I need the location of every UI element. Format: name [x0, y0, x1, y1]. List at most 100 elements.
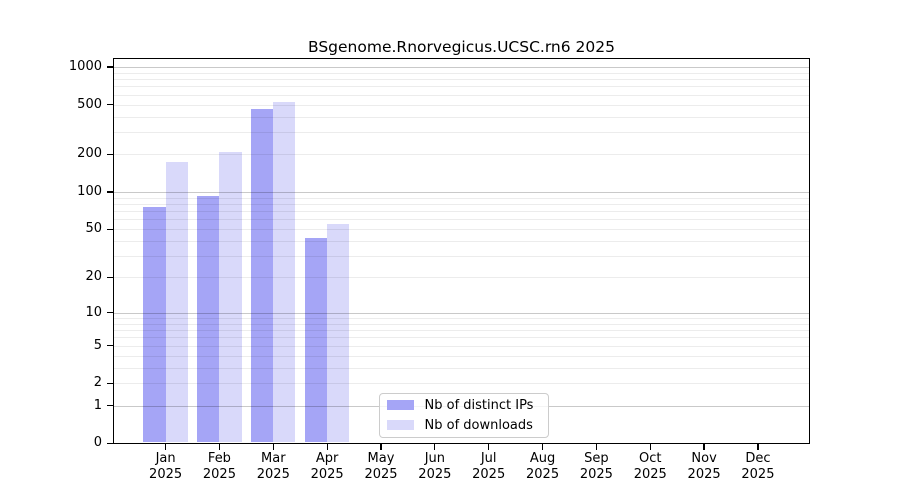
x-tick-label-year: 2025	[256, 466, 290, 482]
y-tick-100	[107, 191, 113, 193]
legend-entry-nb-of-downloads: Nb of downloads	[386, 417, 548, 434]
x-tick-nov	[703, 444, 705, 450]
gridline-minor-7	[114, 330, 809, 332]
y-tick-label-1000: 1000	[68, 59, 102, 75]
x-tick-label-jun: Jun 2025	[403, 451, 467, 482]
y-tick-200	[107, 153, 113, 156]
x-tick-apr	[326, 444, 328, 450]
x-tick-label-aug: Aug 2025	[511, 451, 575, 482]
bar-feb-nb-of-downloads	[219, 152, 242, 443]
legend: Nb of distinct IPs Nb of downloads	[378, 392, 549, 438]
gridline-minor-70	[114, 211, 809, 213]
x-tick-sep	[595, 444, 598, 450]
x-tick-aug	[541, 444, 544, 450]
gridline-minor-80	[114, 203, 809, 205]
gridline-minor-500	[114, 104, 809, 106]
x-tick-jun	[434, 444, 436, 450]
bars-layer	[114, 59, 809, 443]
gridline-minor-20	[114, 277, 809, 279]
x-tick-label-year: 2025	[418, 466, 452, 482]
y-tick-label-200: 200	[77, 146, 102, 162]
gridline-minor-300	[114, 132, 809, 134]
y-tick-label-5: 5	[93, 337, 102, 353]
x-tick-label-year: 2025	[741, 466, 775, 482]
legend-entry-nb-of-distinct-ips: Nb of distinct IPs	[386, 397, 548, 414]
bar-mar-nb-of-distinct-ips	[251, 109, 274, 443]
gridline-minor-50	[114, 229, 809, 231]
x-tick-may	[380, 444, 382, 450]
x-tick-mar	[272, 444, 274, 450]
y-tick-label-10: 10	[85, 304, 102, 320]
bar-jan-nb-of-downloads	[165, 162, 188, 443]
legend-swatch	[386, 400, 414, 410]
y-tick-label-100: 100	[77, 183, 102, 199]
y-tick-500	[107, 104, 113, 106]
y-tick-label-500: 500	[77, 96, 102, 112]
x-tick-label-feb: Feb 2025	[187, 451, 251, 482]
bar-feb-nb-of-distinct-ips	[197, 195, 220, 443]
gridline-minor-900	[114, 72, 809, 74]
x-tick-label-year: 2025	[364, 466, 398, 482]
y-tick-5	[107, 345, 113, 347]
y-tick-label-1: 1	[93, 397, 102, 413]
y-tick-50	[107, 228, 113, 230]
x-tick-label-year: 2025	[310, 466, 344, 482]
y-tick-label-50: 50	[85, 221, 102, 237]
x-tick-label-year: 2025	[687, 466, 721, 482]
gridline-minor-9	[114, 317, 809, 319]
gridline-minor-4	[114, 355, 809, 357]
y-tick-1000	[107, 66, 113, 68]
gridline-minor-60	[114, 219, 809, 221]
x-tick-label-jan: Jan 2025	[134, 451, 198, 482]
x-tick-label-year: 2025	[149, 466, 183, 482]
bar-apr-nb-of-distinct-ips	[304, 238, 328, 443]
x-tick-dec	[757, 444, 759, 450]
x-tick-label-year: 2025	[526, 466, 560, 482]
y-tick-2	[107, 382, 113, 385]
x-tick-label-jul: Jul 2025	[457, 451, 521, 482]
x-tick-label-oct: Oct 2025	[618, 451, 682, 482]
gridline-major-10	[114, 312, 809, 314]
chart-title: BSgenome.Rnorvegicus.UCSC.rn6 2025	[307, 38, 615, 56]
gridline-minor-40	[114, 241, 809, 243]
x-tick-label-mar: Mar 2025	[241, 451, 305, 482]
x-tick-label-may: May 2025	[349, 451, 413, 482]
gridline-minor-6	[114, 337, 809, 339]
bar-apr-nb-of-downloads	[327, 224, 350, 443]
gridline-minor-2	[114, 383, 809, 385]
gridline-minor-90	[114, 197, 809, 199]
x-tick-label-year: 2025	[472, 466, 506, 482]
x-tick-label-nov: Nov 2025	[672, 451, 736, 482]
gridline-minor-30	[114, 256, 809, 258]
gridline-minor-400	[114, 116, 809, 118]
x-tick-label-year: 2025	[579, 466, 613, 482]
gridline-minor-700	[114, 86, 809, 88]
x-tick-feb	[218, 444, 221, 450]
y-tick-1	[107, 404, 113, 407]
y-tick-label-20: 20	[85, 269, 102, 285]
gridline-minor-8	[114, 323, 809, 325]
gridline-minor-200	[114, 154, 809, 156]
legend-label: Nb of distinct IPs	[424, 397, 534, 413]
x-tick-label-dec: Dec 2025	[726, 451, 790, 482]
x-tick-label-sep: Sep 2025	[564, 451, 628, 482]
y-tick-10	[107, 312, 113, 314]
x-tick-jul	[488, 444, 490, 450]
x-tick-jan	[164, 444, 167, 450]
gridline-minor-600	[114, 94, 809, 96]
gridline-minor-5	[114, 345, 809, 347]
x-tick-oct	[649, 444, 651, 450]
x-tick-label-year: 2025	[633, 466, 667, 482]
plot-area	[113, 57, 810, 444]
y-tick-label-2: 2	[93, 375, 102, 391]
gridline-major-1000	[114, 67, 809, 69]
y-tick-0	[107, 442, 113, 444]
gridline-minor-3	[114, 367, 809, 369]
legend-swatch	[386, 420, 414, 430]
x-tick-label-year: 2025	[202, 466, 236, 482]
y-tick-label-0: 0	[93, 435, 102, 451]
gridline-major-100	[114, 191, 809, 193]
y-tick-20	[107, 276, 113, 279]
x-tick-label-apr: Apr 2025	[295, 451, 359, 482]
